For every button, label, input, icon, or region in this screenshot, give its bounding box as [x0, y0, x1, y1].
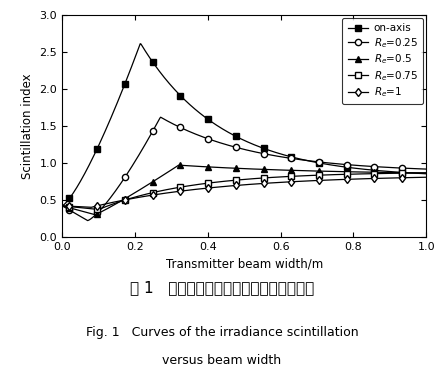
Text: 图 1   光强闪烁随信号光束宽度的变化曲线: 图 1 光强闪烁随信号光束宽度的变化曲线 — [130, 280, 314, 295]
Text: versus beam width: versus beam width — [163, 355, 281, 367]
Y-axis label: Scintillation index: Scintillation index — [21, 73, 34, 179]
X-axis label: Transmitter beam width/m: Transmitter beam width/m — [166, 257, 323, 270]
Text: Fig. 1   Curves of the irradiance scintillation: Fig. 1 Curves of the irradiance scintill… — [86, 326, 358, 339]
Legend: on-axis, $R_e$=0.25, $R_e$=0.5, $R_e$=0.75, $R_e$=1: on-axis, $R_e$=0.25, $R_e$=0.5, $R_e$=0.… — [342, 18, 423, 104]
